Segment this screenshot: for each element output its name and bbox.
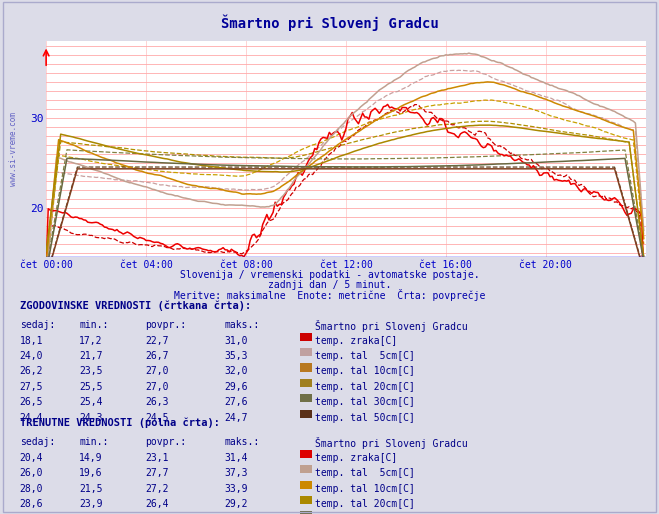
Text: temp. tal 10cm[C]: temp. tal 10cm[C] bbox=[315, 484, 415, 493]
Text: temp. zraka[C]: temp. zraka[C] bbox=[315, 336, 397, 345]
Text: Šmartno pri Slovenj Gradcu: Šmartno pri Slovenj Gradcu bbox=[315, 437, 468, 449]
Text: 21,7: 21,7 bbox=[79, 351, 103, 361]
Text: ZGODOVINSKE VREDNOSTI (črtkana črta):: ZGODOVINSKE VREDNOSTI (črtkana črta): bbox=[20, 301, 251, 311]
Text: 17,2: 17,2 bbox=[79, 336, 103, 345]
Text: 25,4: 25,4 bbox=[79, 397, 103, 407]
Text: 26,2: 26,2 bbox=[20, 366, 43, 376]
Text: temp. zraka[C]: temp. zraka[C] bbox=[315, 453, 397, 463]
Text: Šmartno pri Slovenj Gradcu: Šmartno pri Slovenj Gradcu bbox=[221, 15, 438, 31]
Text: 35,3: 35,3 bbox=[224, 351, 248, 361]
Text: 26,0: 26,0 bbox=[20, 468, 43, 478]
Text: temp. tal 20cm[C]: temp. tal 20cm[C] bbox=[315, 499, 415, 509]
Text: 27,0: 27,0 bbox=[145, 366, 169, 376]
Text: 26,3: 26,3 bbox=[145, 397, 169, 407]
Text: 29,2: 29,2 bbox=[224, 499, 248, 509]
Text: povpr.:: povpr.: bbox=[145, 437, 186, 447]
Text: 29,6: 29,6 bbox=[224, 382, 248, 392]
Text: 23,5: 23,5 bbox=[79, 366, 103, 376]
Text: sedaj:: sedaj: bbox=[20, 320, 55, 330]
Text: 27,2: 27,2 bbox=[145, 484, 169, 493]
Text: zadnji dan / 5 minut.: zadnji dan / 5 minut. bbox=[268, 280, 391, 289]
Text: temp. tal 20cm[C]: temp. tal 20cm[C] bbox=[315, 382, 415, 392]
Text: min.:: min.: bbox=[79, 437, 109, 447]
Text: TRENUTNE VREDNOSTI (polna črta):: TRENUTNE VREDNOSTI (polna črta): bbox=[20, 418, 219, 428]
Text: 27,0: 27,0 bbox=[145, 382, 169, 392]
Text: temp. tal 50cm[C]: temp. tal 50cm[C] bbox=[315, 413, 415, 423]
Text: 28,0: 28,0 bbox=[20, 484, 43, 493]
Text: 24,5: 24,5 bbox=[145, 413, 169, 423]
Text: Meritve: maksimalne  Enote: metrične  Črta: povprečje: Meritve: maksimalne Enote: metrične Črta… bbox=[174, 289, 485, 301]
Text: temp. tal 10cm[C]: temp. tal 10cm[C] bbox=[315, 366, 415, 376]
Text: 22,7: 22,7 bbox=[145, 336, 169, 345]
Text: 26,7: 26,7 bbox=[145, 351, 169, 361]
Text: 26,4: 26,4 bbox=[145, 499, 169, 509]
Text: 24,7: 24,7 bbox=[224, 413, 248, 423]
Text: 26,5: 26,5 bbox=[20, 397, 43, 407]
Text: Slovenija / vremenski podatki - avtomatske postaje.: Slovenija / vremenski podatki - avtomats… bbox=[180, 270, 479, 280]
Text: 23,9: 23,9 bbox=[79, 499, 103, 509]
Text: 32,0: 32,0 bbox=[224, 366, 248, 376]
Text: sedaj:: sedaj: bbox=[20, 437, 55, 447]
Text: 24,3: 24,3 bbox=[79, 413, 103, 423]
Text: 18,1: 18,1 bbox=[20, 336, 43, 345]
Text: www.si-vreme.com: www.si-vreme.com bbox=[9, 112, 18, 186]
Text: 37,3: 37,3 bbox=[224, 468, 248, 478]
Text: temp. tal 30cm[C]: temp. tal 30cm[C] bbox=[315, 397, 415, 407]
Text: povpr.:: povpr.: bbox=[145, 320, 186, 330]
Text: 23,1: 23,1 bbox=[145, 453, 169, 463]
Text: 25,5: 25,5 bbox=[79, 382, 103, 392]
Text: maks.:: maks.: bbox=[224, 437, 259, 447]
Text: 31,0: 31,0 bbox=[224, 336, 248, 345]
Text: maks.:: maks.: bbox=[224, 320, 259, 330]
Text: 24,0: 24,0 bbox=[20, 351, 43, 361]
Text: 33,9: 33,9 bbox=[224, 484, 248, 493]
Text: 27,5: 27,5 bbox=[20, 382, 43, 392]
Text: 21,5: 21,5 bbox=[79, 484, 103, 493]
Text: Šmartno pri Slovenj Gradcu: Šmartno pri Slovenj Gradcu bbox=[315, 320, 468, 332]
Text: 31,4: 31,4 bbox=[224, 453, 248, 463]
Text: 24,4: 24,4 bbox=[20, 413, 43, 423]
Text: 28,6: 28,6 bbox=[20, 499, 43, 509]
Text: min.:: min.: bbox=[79, 320, 109, 330]
Text: 14,9: 14,9 bbox=[79, 453, 103, 463]
Text: 27,7: 27,7 bbox=[145, 468, 169, 478]
Text: 19,6: 19,6 bbox=[79, 468, 103, 478]
Text: temp. tal  5cm[C]: temp. tal 5cm[C] bbox=[315, 468, 415, 478]
Text: 20,4: 20,4 bbox=[20, 453, 43, 463]
Text: 27,6: 27,6 bbox=[224, 397, 248, 407]
Text: temp. tal  5cm[C]: temp. tal 5cm[C] bbox=[315, 351, 415, 361]
